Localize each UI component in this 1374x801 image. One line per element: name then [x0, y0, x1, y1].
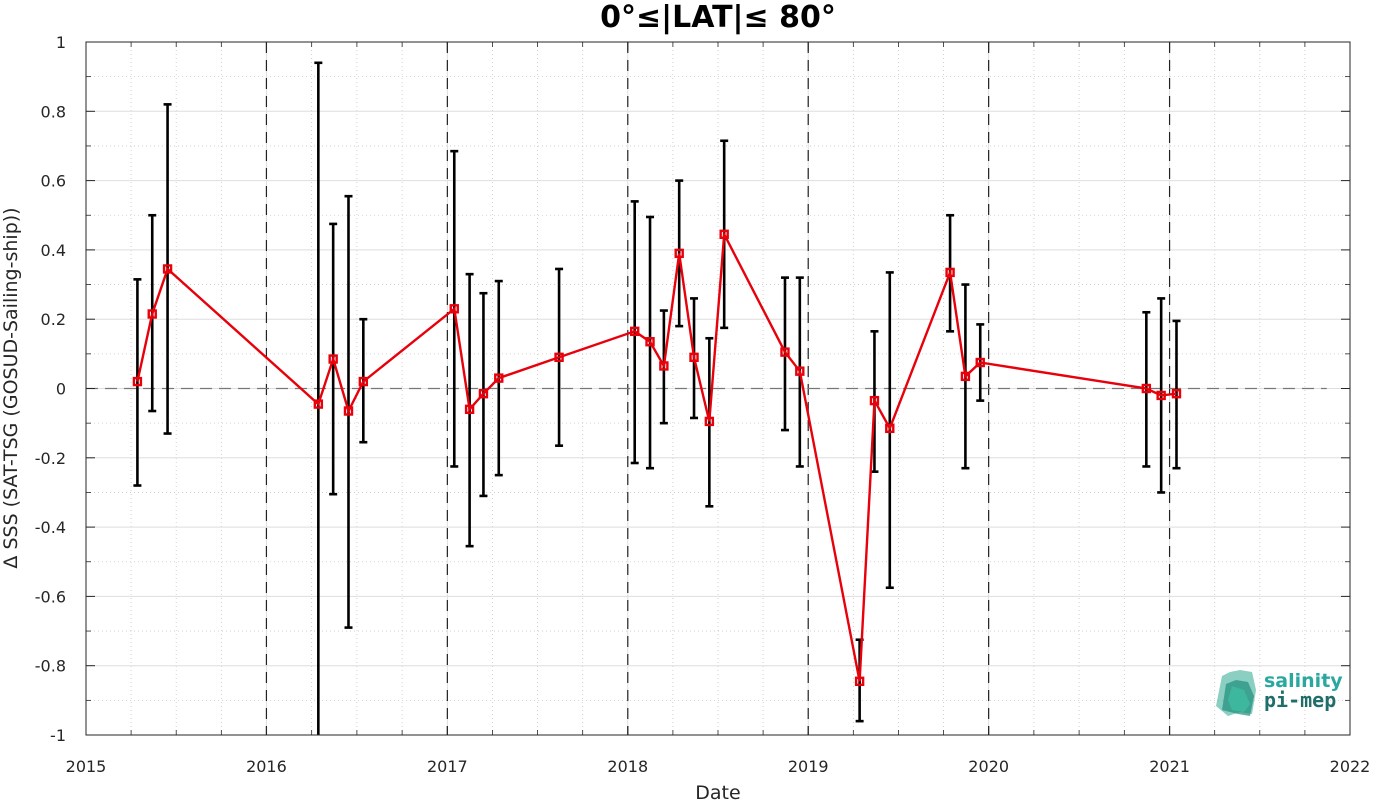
y-tick-labels: 1 0.8 0.6 0.4 0.2 0 -0.2 -0.4 -0.6 -0.8 -1 [35, 33, 66, 745]
logo-waves-icon [1216, 670, 1256, 716]
data-point [704, 416, 715, 427]
data-point [358, 376, 369, 387]
data-point [494, 373, 504, 383]
y-axis-label: Δ SSS (SAT-TSG (GOSUD-Sailing-ship)) [0, 207, 22, 568]
data-point [854, 676, 865, 686]
x-tick-label: 2016 [246, 757, 287, 776]
x-tick-labels: 2015 2016 2017 2018 2019 2020 2021 2022 [66, 757, 1371, 776]
y-tick-label: 0.4 [41, 241, 66, 260]
series-line [136, 230, 1177, 682]
data-point [162, 264, 173, 274]
x-tick-label: 2022 [1330, 757, 1371, 776]
y-tick-label: -0.4 [35, 518, 66, 537]
data-point [1141, 383, 1152, 394]
data-point [659, 361, 669, 371]
data-point [1171, 388, 1182, 399]
minor-grid [86, 42, 1350, 735]
logo-line2: pi-mep [1264, 688, 1336, 712]
y-tick-label: 1 [56, 33, 66, 52]
x-tick-label: 2019 [788, 757, 829, 776]
data-point [313, 399, 324, 409]
y-tick-label: -1 [50, 726, 66, 745]
x-tick-label: 2015 [66, 757, 107, 776]
y-tick-label: -0.8 [35, 657, 66, 676]
data-point [869, 395, 880, 406]
y-tick-label: 0.6 [41, 172, 66, 191]
data-point [343, 406, 354, 416]
data-point [780, 347, 790, 357]
x-tick-label: 2017 [427, 757, 468, 776]
data-point [147, 309, 157, 319]
data-point [478, 388, 489, 399]
y-tick-label: -0.6 [35, 587, 66, 606]
data-point [464, 404, 475, 414]
x-axis-label: Date [695, 782, 740, 801]
data-point [975, 357, 985, 368]
logo-line1: salinity [1264, 670, 1343, 692]
y-tick-label: 0.8 [41, 102, 66, 121]
data-point [132, 376, 143, 387]
data-point [645, 337, 655, 347]
y-tick-label: 0 [56, 380, 66, 399]
data-point [554, 352, 564, 363]
data-point [674, 248, 684, 259]
data-point [885, 423, 895, 434]
y-tick-label: -0.2 [35, 449, 66, 468]
x-tick-label: 2021 [1149, 757, 1190, 776]
x-tick-label: 2018 [607, 757, 648, 776]
data-point [449, 304, 459, 314]
data-point [1156, 390, 1166, 401]
data-point [630, 326, 640, 337]
data-point [795, 366, 805, 376]
data-point [689, 352, 699, 363]
chart-title: 0°≤|LAT|≤ 80° [600, 0, 836, 35]
data-point [960, 371, 971, 382]
data-point [328, 354, 338, 364]
x-tick-label: 2020 [968, 757, 1009, 776]
axis-ticks [85, 41, 1351, 736]
data-point [945, 267, 955, 278]
data-markers [132, 229, 1182, 686]
data-point [719, 229, 729, 240]
y-tick-label: 0.2 [41, 310, 66, 329]
salinity-pi-mep-logo: salinity pi-mep [1216, 670, 1343, 716]
